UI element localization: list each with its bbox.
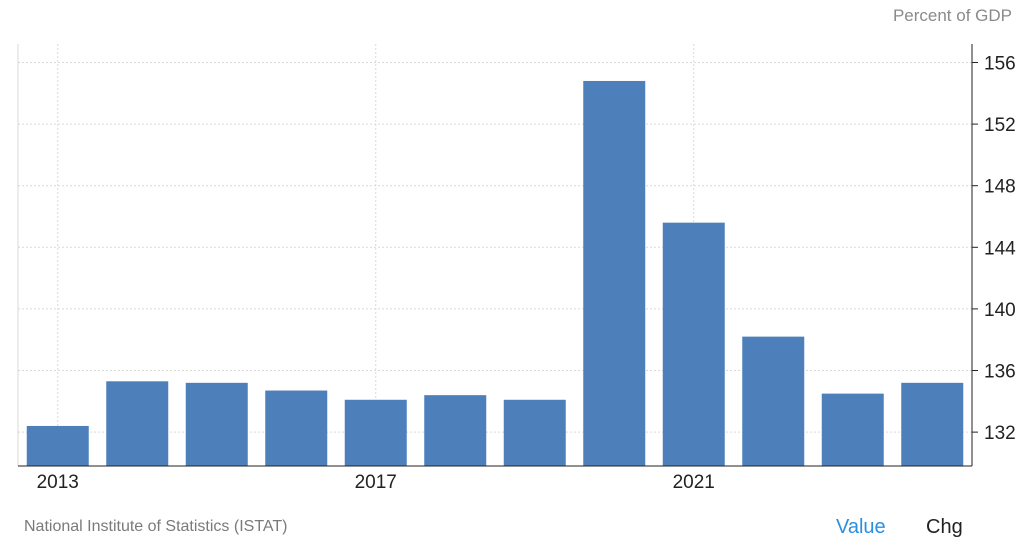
x-tick-label: 2017 <box>355 472 397 493</box>
bar <box>901 382 964 466</box>
y-tick-label: 140 <box>984 300 1016 321</box>
y-tick-label: 148 <box>984 177 1016 198</box>
bar <box>742 336 805 466</box>
bar <box>106 381 169 466</box>
y-tick-label: 136 <box>984 362 1016 383</box>
bar <box>503 399 566 466</box>
bar <box>821 393 884 466</box>
bar <box>185 382 248 466</box>
x-tick-label: 2013 <box>37 472 79 493</box>
bars <box>26 80 964 466</box>
source-label: National Institute of Statistics (ISTAT) <box>24 518 288 535</box>
bar <box>26 425 89 466</box>
x-tick-label: 2021 <box>673 472 715 493</box>
bar <box>344 399 407 466</box>
bar <box>583 80 646 466</box>
tab-change[interactable]: Chg <box>926 516 963 538</box>
tick-labels: 132 136 140 144 148 152 156 2013 2017 2021 <box>37 53 1017 493</box>
bar <box>265 390 328 466</box>
bar <box>662 222 725 466</box>
y-tick-label: 144 <box>984 238 1016 259</box>
y-tick-label: 152 <box>984 115 1016 136</box>
grid-lines <box>17 44 972 466</box>
bar <box>424 395 487 466</box>
unit-label: Percent of GDP <box>892 6 1012 25</box>
bar-chart: 132 136 140 144 148 152 156 2013 2017 2021 <box>17 44 1017 493</box>
y-tick-label: 156 <box>984 53 1016 74</box>
tab-value[interactable]: Value <box>836 516 886 538</box>
y-tick-label: 132 <box>984 423 1016 444</box>
axes <box>18 44 978 467</box>
